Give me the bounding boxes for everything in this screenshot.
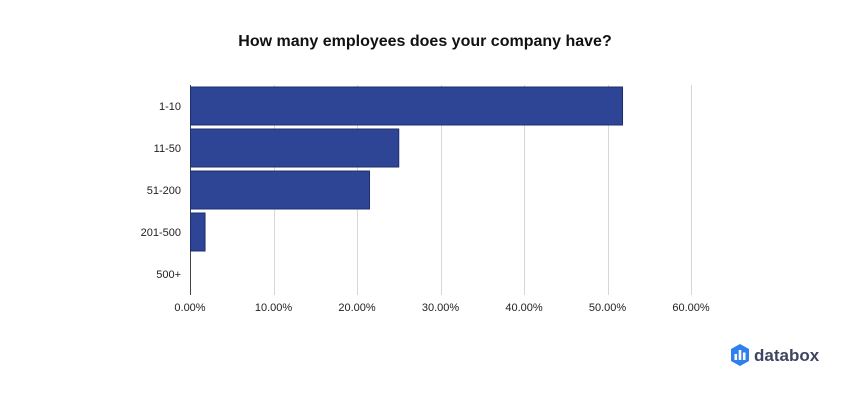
databox-logo-icon (731, 344, 749, 366)
x-tick-label: 20.00% (338, 302, 376, 314)
chart-title: How many employees does your company hav… (238, 33, 611, 50)
y-tick-label: 11-50 (154, 143, 181, 155)
y-tick-label: 500+ (156, 269, 181, 281)
brand-logo: databox (731, 344, 820, 366)
x-tick-label: 30.00% (422, 302, 460, 314)
y-tick-labels: 1-10 11-50 51-200 201-500 500+ (141, 101, 181, 281)
y-tick-label: 51-200 (147, 185, 181, 197)
x-tick-label: 0.00% (174, 302, 205, 314)
brand-name: databox (754, 346, 820, 365)
y-tick-label: 201-500 (141, 227, 181, 239)
x-tick-label: 60.00% (672, 302, 710, 314)
x-tick-labels: 0.00% 10.00% 20.00% 30.00% 40.00% 50.00% 60.00… (174, 302, 709, 314)
bar-1-10 (190, 86, 624, 126)
x-tick-label: 10.00% (255, 302, 293, 314)
bar-11-50 (190, 128, 400, 168)
x-tick-label: 40.00% (505, 302, 543, 314)
y-tick-label: 1-10 (159, 101, 181, 113)
x-tick-label: 50.00% (589, 302, 627, 314)
bars (190, 86, 624, 252)
bar-201-500 (190, 212, 206, 252)
bar-51-200 (190, 170, 371, 210)
